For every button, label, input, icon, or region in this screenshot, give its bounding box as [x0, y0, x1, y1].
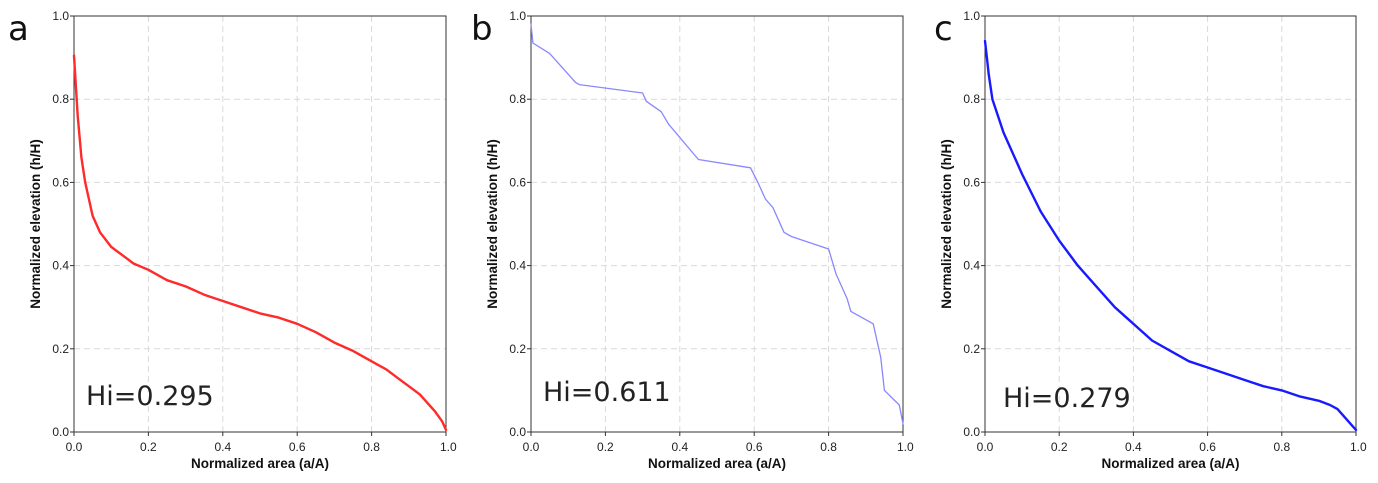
x-tick-label: 0.6 [289, 440, 306, 454]
y-tick-label: 0.6 [52, 175, 69, 189]
x-tick-label: 1.0 [440, 440, 457, 454]
y-tick-label: 0.2 [509, 342, 526, 356]
panel-letter: b [471, 9, 493, 49]
y-tick-label: 0.0 [963, 425, 980, 439]
x-tick-label: 0.2 [1051, 440, 1068, 454]
x-tick-label: 1.0 [897, 440, 914, 454]
y-tick-label: 0.2 [52, 342, 69, 356]
series-line [72, 54, 448, 432]
panel-letter: c [934, 9, 953, 49]
hypsometric-integral-label: Hi=0.279 [1003, 383, 1131, 414]
x-tick-label: 1.0 [1350, 440, 1367, 454]
x-tick-label: 0.0 [523, 440, 540, 454]
series-line [983, 39, 1358, 432]
x-tick-label: 0.4 [671, 440, 688, 454]
x-axis-title: Normalized area (a/A) [1101, 456, 1239, 471]
x-axis-title: Normalized area (a/A) [191, 456, 329, 471]
y-tick-label: 0.6 [963, 175, 980, 189]
x-tick-label: 0.4 [1125, 440, 1142, 454]
x-tick-label: 0.6 [1199, 440, 1216, 454]
y-tick-label: 0.6 [509, 175, 526, 189]
y-axis-title: Normalized elevation (h/H) [485, 139, 500, 309]
hypsometric-integral-label: Hi=0.611 [543, 377, 671, 408]
y-tick-label: 0.4 [52, 259, 69, 273]
x-tick-label: 0.0 [66, 440, 83, 454]
y-tick-label: 0.8 [509, 92, 526, 106]
hypsometric-integral-label: Hi=0.295 [86, 381, 214, 412]
y-tick-label: 0.2 [963, 342, 980, 356]
y-tick-label: 0.4 [509, 259, 526, 273]
chart-panel-a: 0.0 0.2 0.4 0.6 0.8 1.0 0.0 0.2 0.4 0.6 0.8 1.0 Norm… [8, 9, 457, 471]
y-tick-label: 0.0 [509, 425, 526, 439]
plot-frame [984, 15, 1357, 433]
y-tick-label: 0.4 [963, 259, 980, 273]
y-tick-label: 1.0 [52, 9, 69, 23]
x-tick-label: 0.2 [140, 440, 157, 454]
x-tick-label: 0.8 [1273, 440, 1290, 454]
chart-panel-b: 0.0 0.2 0.4 0.6 0.8 1.0 0.0 0.2 0.4 0.6 0.8 1.0 Norm… [471, 9, 914, 471]
plot-frame [530, 15, 904, 433]
y-tick-label: 0.8 [963, 92, 980, 106]
y-tick-label: 1.0 [509, 9, 526, 23]
y-tick-label: 0.0 [52, 425, 69, 439]
x-tick-label: 0.8 [820, 440, 837, 454]
y-tick-label: 1.0 [963, 9, 980, 23]
x-tick-label: 0.0 [977, 440, 994, 454]
x-axis-title: Normalized area (a/A) [648, 456, 786, 471]
x-tick-label: 0.2 [597, 440, 614, 454]
x-tick-label: 0.8 [363, 440, 380, 454]
y-tick-label: 0.8 [52, 92, 69, 106]
plot-frame [73, 15, 447, 433]
x-tick-label: 0.4 [214, 440, 231, 454]
chart-panel-c: 0.0 0.2 0.4 0.6 0.8 1.0 0.0 0.2 0.4 0.6 0.8 1.0 Norm… [934, 9, 1367, 471]
y-axis-title: Normalized elevation (h/H) [939, 139, 954, 309]
series-line [530, 23, 904, 425]
panel-letter: a [8, 9, 29, 49]
x-tick-label: 0.6 [746, 440, 763, 454]
y-axis-title: Normalized elevation (h/H) [28, 139, 43, 309]
